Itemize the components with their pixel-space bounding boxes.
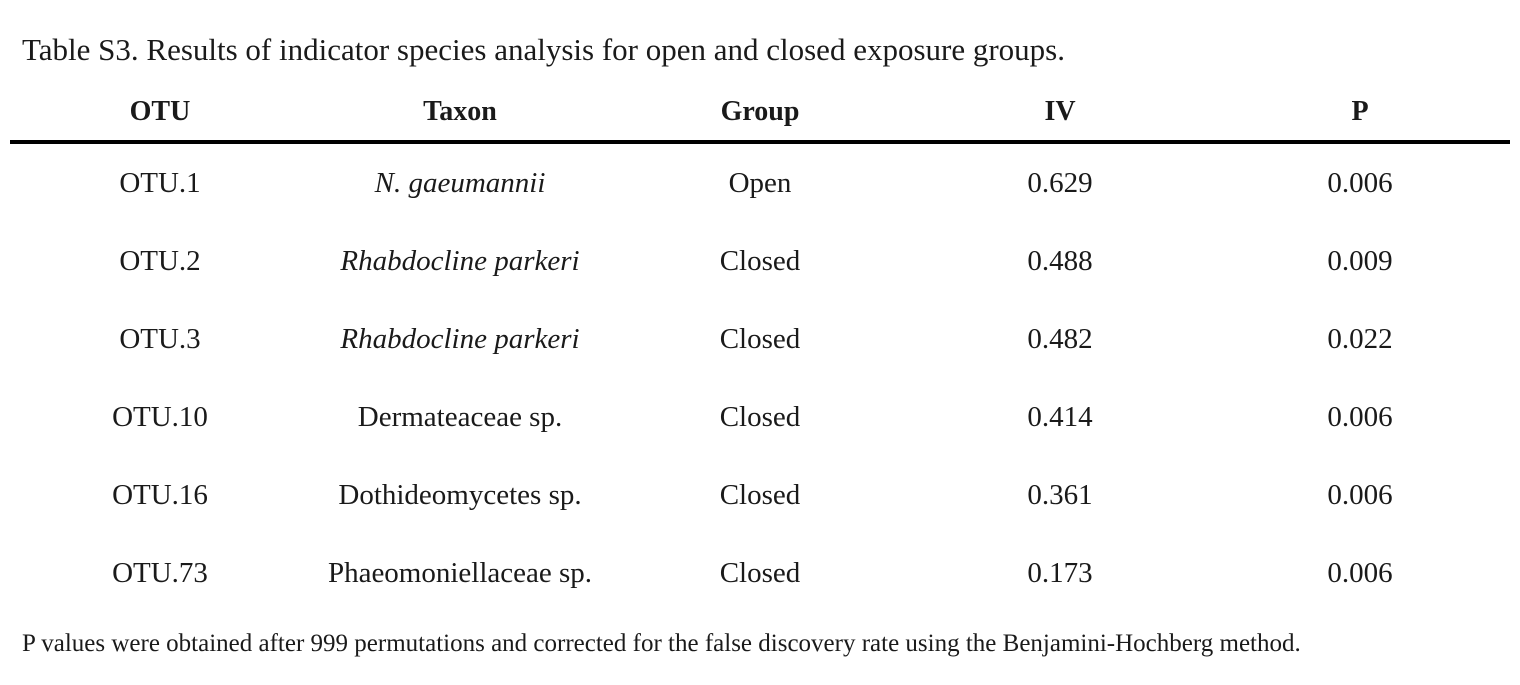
table-caption: Table S3. Results of indicator species a… — [22, 32, 1065, 67]
group-cell: Closed — [719, 557, 801, 589]
group-cell: Closed — [719, 323, 801, 355]
group-cell: Closed — [719, 245, 801, 277]
indicator-species-table: OTU Taxon Group IV P OTU.1 N. gaeumannii… — [10, 84, 1510, 612]
iv-cell: 0.488 — [1027, 245, 1093, 277]
otu-cell: OTU.10 — [112, 401, 208, 433]
iv-cell: 0.361 — [1027, 479, 1093, 511]
iv-cell: 0.414 — [1027, 401, 1093, 433]
column-header-otu: OTU — [129, 96, 191, 127]
p-cell: 0.006 — [1327, 557, 1393, 589]
iv-cell: 0.173 — [1027, 557, 1093, 589]
table-row: OTU.3 Rhabdocline parkeri Closed 0.482 0… — [10, 300, 1510, 378]
taxon-cell: Dermateaceae sp. — [357, 401, 563, 433]
p-cell: 0.022 — [1327, 323, 1393, 355]
p-cell: 0.006 — [1327, 401, 1393, 433]
group-cell: Closed — [719, 479, 801, 511]
table-row: OTU.10 Dermateaceae sp. Closed 0.414 0.0… — [10, 378, 1510, 456]
column-header-taxon: Taxon — [423, 96, 497, 127]
p-cell: 0.009 — [1327, 245, 1393, 277]
iv-cell: 0.482 — [1027, 323, 1093, 355]
otu-cell: OTU.2 — [119, 245, 201, 277]
taxon-cell: Phaeomoniellaceae sp. — [327, 557, 593, 589]
p-cell: 0.006 — [1327, 167, 1393, 199]
iv-cell: 0.629 — [1027, 167, 1093, 199]
table-footnote: P values were obtained after 999 permuta… — [22, 630, 1301, 657]
otu-cell: OTU.3 — [119, 323, 201, 355]
p-cell: 0.006 — [1327, 479, 1393, 511]
table-row: OTU.2 Rhabdocline parkeri Closed 0.488 0… — [10, 222, 1510, 300]
taxon-cell: Rhabdocline parkeri — [340, 245, 580, 277]
taxon-cell: N. gaeumannii — [374, 167, 546, 199]
column-header-group: Group — [720, 96, 800, 127]
taxon-cell: Rhabdocline parkeri — [340, 323, 580, 355]
table-row: OTU.73 Phaeomoniellaceae sp. Closed 0.17… — [10, 534, 1510, 612]
group-cell: Open — [728, 167, 792, 199]
group-cell: Closed — [719, 401, 801, 433]
otu-cell: OTU.1 — [119, 167, 201, 199]
column-header-p: P — [1351, 96, 1369, 127]
taxon-cell: Dothideomycetes sp. — [338, 479, 582, 511]
otu-cell: OTU.16 — [112, 479, 208, 511]
table-header-row: OTU Taxon Group IV P — [10, 84, 1510, 144]
column-header-iv: IV — [1044, 96, 1076, 127]
table-row: OTU.1 N. gaeumannii Open 0.629 0.006 — [10, 144, 1510, 222]
table-row: OTU.16 Dothideomycetes sp. Closed 0.361 … — [10, 456, 1510, 534]
otu-cell: OTU.73 — [112, 557, 208, 589]
